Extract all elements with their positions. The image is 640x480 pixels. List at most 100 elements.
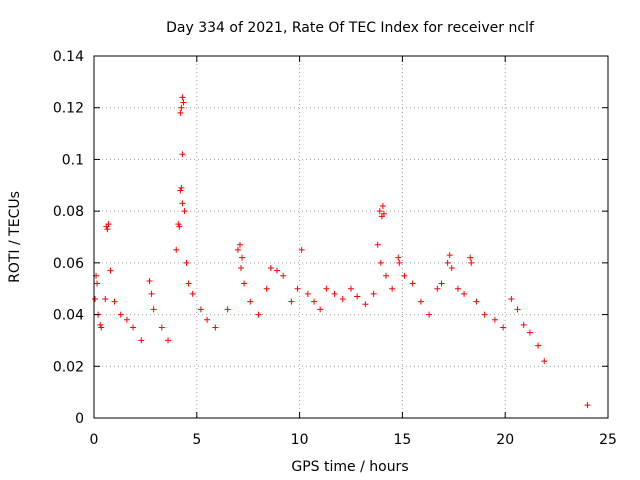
y-tick-label: 0	[75, 411, 84, 427]
data-point	[176, 223, 183, 230]
data-point	[370, 290, 377, 297]
data-point	[150, 306, 157, 313]
chart-title: Day 334 of 2021, Rate Of TEC Index for r…	[166, 20, 535, 36]
grid-lines	[94, 56, 608, 418]
x-tick-label: 15	[393, 432, 411, 448]
data-point	[263, 285, 270, 292]
data-point	[177, 109, 184, 116]
data-point	[241, 280, 248, 287]
data-points	[92, 94, 591, 409]
data-point	[178, 104, 185, 111]
data-point	[444, 259, 451, 266]
data-point	[94, 280, 101, 287]
data-point	[409, 280, 416, 287]
data-point	[181, 208, 188, 215]
y-tick-label: 0.04	[53, 308, 84, 324]
data-point	[514, 306, 521, 313]
y-tick-label: 0.1	[62, 152, 84, 168]
data-point	[204, 316, 211, 323]
data-point	[178, 184, 185, 191]
data-point	[500, 324, 507, 331]
x-tick-labels: 0 5 10 15 20 25	[90, 432, 617, 448]
data-point	[102, 296, 109, 303]
data-point	[339, 296, 346, 303]
y-tick-label: 0.14	[53, 49, 84, 65]
data-point	[212, 324, 219, 331]
data-point	[434, 285, 441, 292]
data-point	[401, 272, 408, 279]
data-point	[179, 94, 186, 101]
data-point	[389, 285, 396, 292]
y-axis-label: ROTI / TECUs	[7, 191, 23, 283]
data-point	[273, 267, 280, 274]
data-point	[298, 246, 305, 253]
data-point	[446, 252, 453, 259]
data-point	[376, 208, 383, 215]
data-point	[104, 226, 111, 233]
data-point	[438, 280, 445, 287]
y-tick-labels: 0 0.02 0.04 0.06 0.08 0.1 0.12 0.14	[53, 49, 84, 427]
data-point	[179, 151, 186, 158]
y-tick-label: 0.12	[53, 101, 84, 117]
data-point	[92, 296, 99, 303]
data-point	[377, 259, 384, 266]
data-point	[461, 290, 468, 297]
x-tick-label: 10	[291, 432, 309, 448]
data-point	[348, 285, 354, 292]
data-point	[294, 285, 301, 292]
x-tick-label: 25	[599, 432, 617, 448]
data-point	[331, 290, 338, 297]
data-point	[130, 324, 137, 331]
data-point	[396, 259, 403, 266]
axis-ticks	[93, 55, 609, 419]
data-point	[247, 298, 254, 305]
data-point	[158, 324, 165, 331]
data-point	[541, 358, 548, 365]
data-point	[382, 272, 389, 279]
data-point	[467, 254, 474, 261]
data-point	[323, 285, 330, 292]
data-point	[146, 277, 153, 284]
data-point	[426, 311, 433, 318]
data-point	[148, 290, 155, 297]
data-point	[111, 298, 118, 305]
data-point	[448, 265, 455, 272]
data-point	[98, 324, 105, 331]
plot-frame	[93, 55, 609, 419]
data-point	[138, 337, 145, 344]
data-point	[105, 221, 112, 228]
data-point	[179, 200, 186, 207]
data-point	[239, 254, 246, 261]
data-point	[317, 306, 324, 313]
data-point	[481, 311, 488, 318]
data-point	[175, 221, 182, 228]
data-point	[508, 296, 515, 303]
x-tick-label: 5	[192, 432, 201, 448]
data-point	[304, 290, 311, 297]
y-tick-label: 0.06	[53, 256, 84, 272]
data-point	[107, 267, 114, 274]
data-point	[255, 311, 262, 318]
data-point	[267, 265, 274, 272]
data-point	[468, 259, 475, 266]
data-point	[165, 337, 172, 344]
data-point	[362, 301, 369, 308]
data-point	[177, 187, 184, 194]
data-point	[280, 272, 287, 279]
data-point	[224, 306, 231, 313]
data-point	[185, 280, 192, 287]
x-axis-label: GPS time / hours	[291, 459, 408, 475]
x-tick-label: 20	[496, 432, 514, 448]
data-point	[354, 293, 361, 300]
x-tick-label: 0	[90, 432, 99, 448]
data-point	[234, 246, 241, 253]
data-point	[491, 316, 498, 323]
data-point	[454, 285, 461, 292]
data-point	[520, 321, 527, 328]
data-point	[374, 241, 381, 248]
data-point	[526, 329, 533, 336]
data-point	[236, 241, 243, 248]
data-point	[379, 202, 386, 209]
data-point	[473, 298, 480, 305]
